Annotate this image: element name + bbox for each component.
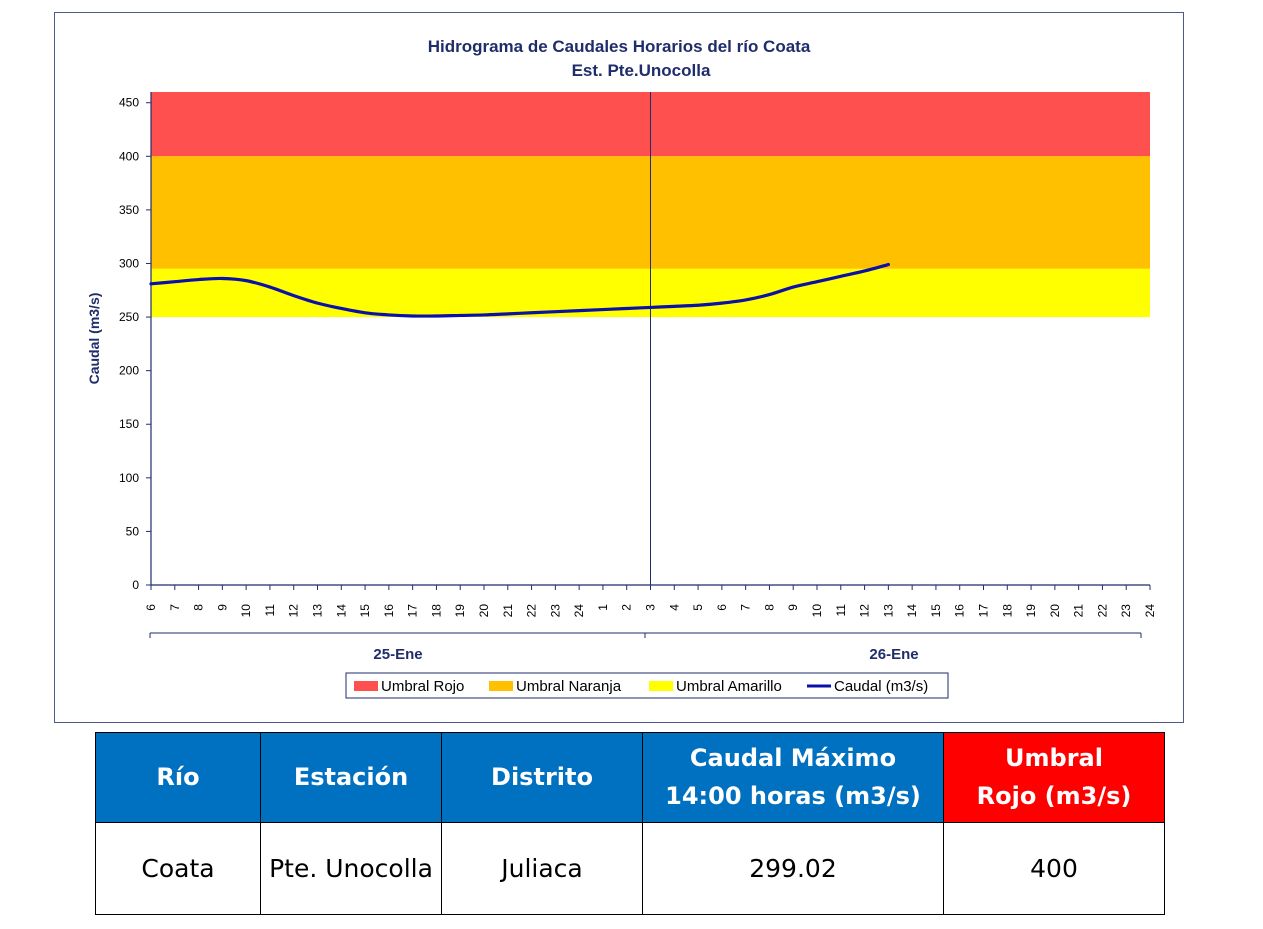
- hydrograph-chart: Hidrograma de Caudales Horarios del río …: [86, 37, 1157, 699]
- x-tick-label-2: 8: [192, 604, 206, 611]
- y-tick-label-9: 450: [119, 96, 139, 110]
- cell-umbral-rojo: 400: [943, 822, 1165, 915]
- x-tick-label-17: 23: [548, 604, 562, 618]
- legend-label-umbral-amarillo: Umbral Amarillo: [676, 678, 782, 695]
- x-tick-label-9: 15: [358, 604, 372, 618]
- legend-label-umbral-rojo: Umbral Rojo: [381, 678, 464, 695]
- header-estacion: Estación: [260, 732, 442, 823]
- x-tick-label-7: 13: [311, 604, 325, 618]
- y-tick-label-1: 50: [126, 524, 140, 538]
- x-tick-label-24: 6: [715, 604, 729, 611]
- x-tick-label-25: 7: [739, 604, 753, 611]
- x-tick-label-37: 19: [1024, 604, 1038, 618]
- header-caudal-maximo: Caudal Máximo 14:00 horas (m3/s): [642, 732, 944, 823]
- x-tick-label-41: 23: [1119, 604, 1133, 618]
- y-tick-label-8: 400: [119, 149, 139, 163]
- x-tick-label-11: 17: [406, 604, 420, 618]
- x-tick-label-15: 21: [501, 604, 515, 618]
- x-tick-label-28: 10: [810, 604, 824, 618]
- x-tick-label-5: 11: [263, 604, 277, 617]
- x-tick-label-21: 3: [644, 604, 658, 611]
- x-tick-label-27: 9: [786, 604, 800, 611]
- y-tick-label-2: 100: [119, 471, 139, 485]
- legend-swatch-umbral-rojo: [354, 681, 378, 691]
- x-tick-label-3: 9: [215, 604, 229, 611]
- x-tick-label-26: 8: [762, 604, 776, 611]
- header-umbral-rojo: Umbral Rojo (m3/s): [943, 732, 1165, 823]
- x-tick-label-32: 14: [905, 604, 919, 618]
- header-rio: Río: [95, 732, 261, 823]
- x-tick-label-35: 17: [977, 604, 991, 618]
- legend-label-caudal: Caudal (m3/s): [834, 678, 928, 695]
- cell-estacion: Pte. Unocolla: [260, 822, 442, 915]
- x-tick-label-23: 5: [691, 604, 705, 611]
- x-tick-label-22: 4: [667, 604, 681, 611]
- x-tick-label-10: 16: [382, 604, 396, 618]
- x-tick-label-19: 1: [596, 604, 610, 611]
- x-tick-label-13: 19: [453, 604, 467, 618]
- x-tick-label-12: 18: [429, 604, 443, 618]
- cell-rio: Coata: [95, 822, 261, 915]
- x-tick-label-34: 16: [953, 604, 967, 618]
- legend-swatch-umbral-amarillo: [649, 681, 673, 691]
- chart-frame: Hidrograma de Caudales Horarios del río …: [54, 12, 1184, 723]
- y-tick-label-4: 200: [119, 364, 139, 378]
- legend-label-umbral-naranja: Umbral Naranja: [516, 678, 622, 695]
- x-tick-label-18: 24: [572, 604, 586, 618]
- x-tick-label-0: 6: [144, 604, 158, 611]
- x-tick-label-20: 2: [620, 604, 634, 611]
- x-tick-label-4: 10: [239, 604, 253, 618]
- y-tick-label-5: 250: [119, 310, 139, 324]
- x-tick-label-36: 18: [1000, 604, 1014, 618]
- x-tick-label-40: 22: [1095, 604, 1109, 618]
- chart-title: Hidrograma de Caudales Horarios del río …: [428, 37, 811, 56]
- x-tick-label-14: 20: [477, 604, 491, 618]
- date-group-label-0: 25-Ene: [373, 646, 422, 663]
- x-tick-label-29: 11: [834, 604, 848, 617]
- x-tick-label-42: 24: [1143, 604, 1157, 618]
- x-tick-label-6: 12: [287, 604, 301, 618]
- series-line-caudal: [149, 262, 890, 318]
- cell-caudal-maximo: 299.02: [642, 822, 944, 915]
- info-table: Río Estación Distrito Caudal Máximo 14:0…: [95, 732, 1165, 915]
- date-group-label-1: 26-Ene: [869, 646, 918, 663]
- y-tick-label-3: 150: [119, 417, 139, 431]
- x-tick-label-33: 15: [929, 604, 943, 618]
- x-tick-label-30: 12: [858, 604, 872, 618]
- y-axis-label: Caudal (m3/s): [86, 293, 102, 385]
- table-row: Coata Pte. Unocolla Juliaca 299.02 400: [95, 822, 1165, 915]
- y-tick-label-7: 350: [119, 203, 139, 217]
- legend-swatch-umbral-naranja: [489, 681, 513, 691]
- header-distrito: Distrito: [441, 732, 643, 823]
- y-tick-label-0: 0: [132, 578, 139, 592]
- x-tick-label-38: 20: [1048, 604, 1062, 618]
- legend-box: [345, 672, 949, 699]
- x-tick-label-1: 7: [168, 604, 182, 611]
- x-tick-label-8: 14: [334, 604, 348, 618]
- x-tick-label-31: 13: [881, 604, 895, 618]
- x-tick-label-39: 21: [1072, 604, 1086, 618]
- table-header-row: Río Estación Distrito Caudal Máximo 14:0…: [95, 732, 1165, 823]
- chart-subtitle: Est. Pte.Unocolla: [572, 61, 711, 80]
- x-tick-label-16: 22: [525, 604, 539, 618]
- y-tick-label-6: 300: [119, 256, 139, 270]
- cell-distrito: Juliaca: [441, 822, 643, 915]
